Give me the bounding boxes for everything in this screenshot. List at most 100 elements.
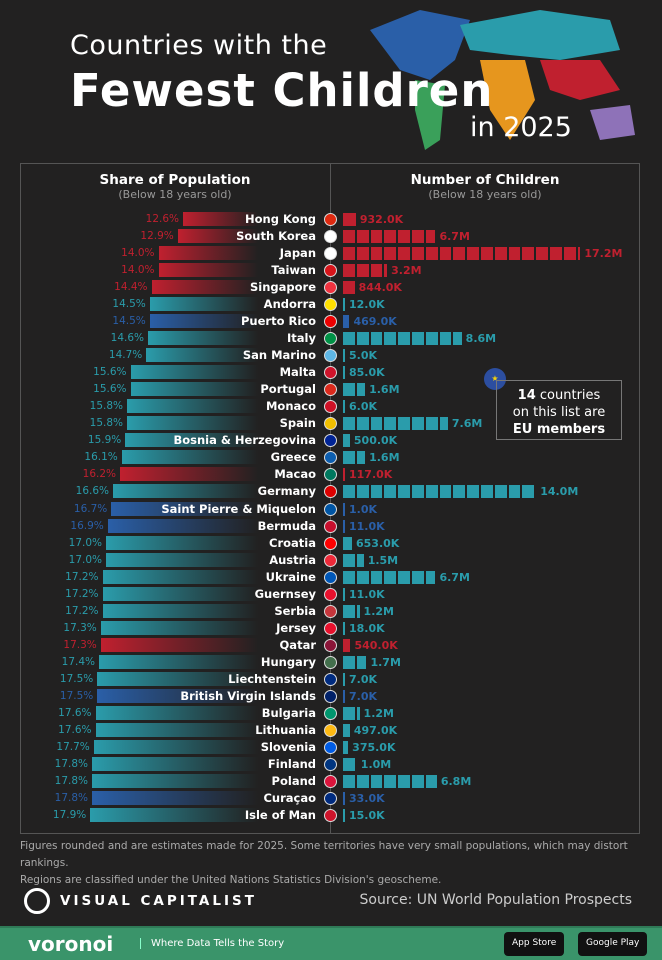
share-label: 17.2%: [65, 604, 99, 617]
children-bar-segment: [343, 230, 355, 244]
children-bar-segment: [508, 485, 521, 499]
chart-row: 17.8% Finland 1.0M: [0, 756, 662, 773]
children-bar-segment: [563, 247, 576, 261]
children-bar-segment: [343, 366, 345, 380]
children-bar-segment: [398, 417, 410, 431]
flag-icon: [324, 638, 337, 652]
share-bar: [92, 756, 258, 771]
share-bar: [149, 314, 258, 329]
voronoi-logo[interactable]: voronoi: [28, 932, 114, 956]
children-bar-segment: [398, 230, 410, 244]
chart-row: 14.0% Taiwan 3.2M: [0, 262, 662, 279]
children-bar-segment: [370, 264, 383, 278]
children-bar-segment: [384, 264, 388, 278]
country-name: Lithuania: [255, 722, 316, 737]
flag-icon: [324, 502, 337, 516]
share-label: 16.7%: [73, 502, 108, 515]
children-bar-segment: [412, 247, 424, 261]
children-bar-segment: [439, 417, 448, 431]
country-name: Curaçao: [263, 791, 316, 806]
share-label: 17.2%: [65, 587, 99, 600]
share-label: 15.6%: [93, 383, 127, 396]
share-label: 17.5%: [59, 672, 94, 685]
country-name: Qatar: [279, 637, 316, 652]
children-bar-segment: [343, 536, 352, 550]
children-label: 1.6M: [369, 451, 400, 465]
share-label: 16.2%: [82, 468, 116, 481]
children-bar-segment: [343, 757, 355, 771]
flag-icon: [324, 689, 337, 703]
share-bar: [183, 212, 258, 226]
country-name: Liechtenstein: [228, 671, 316, 686]
children-bar-segment: [343, 400, 345, 414]
divider: [330, 163, 331, 834]
chart-row: 15.8% Monaco 6.0K: [0, 398, 662, 415]
flag-icon: [324, 809, 337, 823]
share-bar: [100, 620, 258, 635]
children-label: 6.0K: [349, 400, 378, 414]
children-bar-segment: [356, 451, 366, 465]
flag-icon: [324, 332, 337, 346]
share-label: 14.6%: [110, 332, 144, 345]
children-label: 1.7M: [370, 655, 401, 669]
children-bar-segment: [425, 485, 438, 499]
flag-icon: [324, 434, 337, 448]
country-name: Ukraine: [265, 569, 316, 584]
chart-row: 14.6% Italy 8.6M: [0, 330, 662, 347]
chart-row: 14.5% Puerto Rico 469.0K: [0, 313, 662, 330]
children-bar-segment: [370, 485, 383, 499]
country-name: Isle of Man: [244, 808, 316, 823]
flag-icon: [324, 570, 337, 584]
share-label: 17.2%: [65, 570, 99, 583]
children-label: 11.0K: [349, 587, 385, 601]
eu-line2: on this list are: [512, 405, 606, 420]
children-bar-segment: [370, 247, 383, 261]
share-label: 17.6%: [58, 706, 92, 719]
right-subheader: (Below 18 years old): [428, 188, 542, 201]
country-name: Croatia: [269, 535, 316, 550]
country-name: Bermuda: [257, 518, 316, 533]
children-bar-segment: [356, 332, 369, 346]
children-bar-segment: [550, 247, 562, 261]
chart-row: 12.6% Hong Kong 932.0K: [0, 211, 662, 228]
app-store-button[interactable]: App Store: [504, 932, 565, 956]
country-name: Austria: [269, 552, 316, 567]
share-bar: [158, 263, 258, 278]
children-bar-segment: [453, 247, 466, 261]
footnote: Figures rounded and are estimates made f…: [20, 838, 650, 889]
children-bar-segment: [343, 570, 355, 584]
flag-icon: [324, 792, 337, 806]
world-map-illustration: [370, 10, 635, 150]
children-label: 1.2M: [363, 604, 394, 618]
country-name: Slovenia: [260, 739, 316, 754]
children-bar-segment: [467, 247, 479, 261]
vc-logo-icon: [24, 888, 50, 914]
children-bar-segment: [384, 570, 397, 584]
eu-flag-icon: ★: [484, 368, 506, 390]
share-label: 17.8%: [54, 774, 88, 787]
chart-row: 17.7% Slovenia 375.0K: [0, 739, 662, 756]
eu-count: 14: [517, 388, 536, 403]
children-bar-segment: [343, 672, 345, 686]
children-bar-segment: [412, 332, 424, 346]
children-bar-segment: [343, 383, 355, 397]
children-bar-segment: [356, 570, 369, 584]
children-label: 33.0K: [349, 792, 385, 806]
country-name: Hungary: [260, 654, 316, 669]
children-bar-segment: [356, 604, 360, 618]
children-label: 117.0K: [349, 468, 393, 482]
country-name: Jersey: [276, 620, 316, 635]
left-subheader: (Below 18 years old): [118, 188, 232, 201]
share-bar: [102, 569, 258, 584]
country-name: Portugal: [260, 382, 316, 397]
children-label: 497.0K: [353, 723, 398, 737]
children-label: 8.6M: [465, 332, 497, 346]
share-bar: [95, 722, 258, 737]
share-bar: [106, 552, 258, 567]
google-play-button[interactable]: Google Play: [578, 932, 648, 956]
children-bar-segment: [356, 655, 367, 669]
children-label: 15.0K: [349, 809, 385, 823]
children-bar-segment: [398, 570, 410, 584]
children-bar-segment: [384, 247, 397, 261]
flag-icon: [324, 383, 337, 397]
